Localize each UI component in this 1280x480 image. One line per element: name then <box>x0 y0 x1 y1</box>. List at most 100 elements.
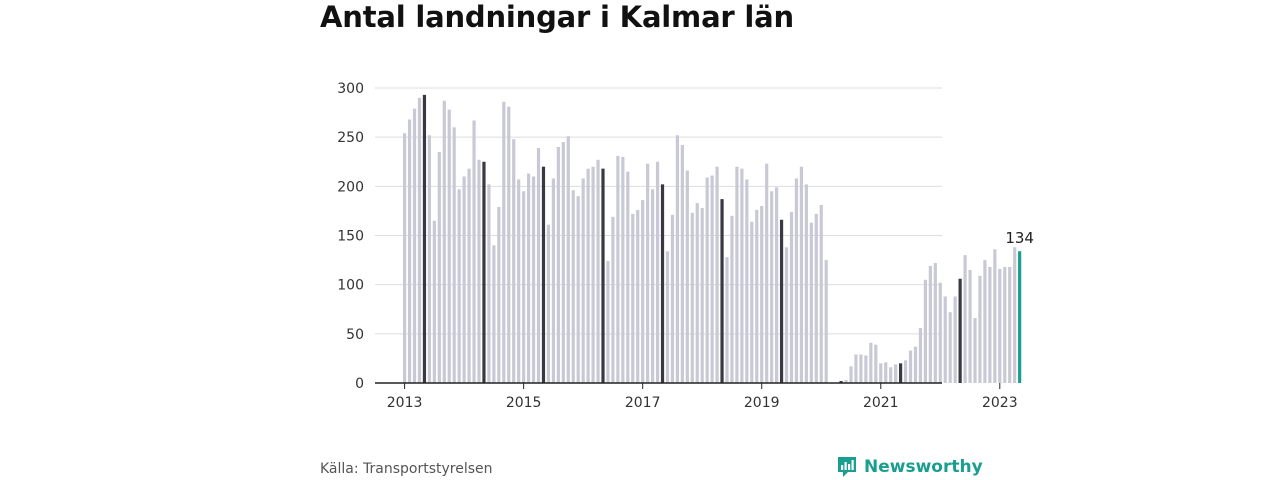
bar <box>839 381 843 383</box>
bar <box>626 171 630 383</box>
bar <box>467 168 471 383</box>
bar <box>864 355 868 383</box>
bar <box>507 106 511 384</box>
bar <box>913 346 918 383</box>
bar <box>948 312 952 383</box>
bar <box>804 184 808 383</box>
bar <box>705 177 709 383</box>
y-tick-label: 0 <box>355 376 364 392</box>
bar-chart: 0 50 100 150 200 250 300 2013 2015 2017 2019 2021 20… <box>337 81 1034 411</box>
bar <box>938 282 942 383</box>
bar <box>869 342 873 383</box>
bar <box>546 224 551 383</box>
y-tick-label: 300 <box>337 81 364 97</box>
bar <box>725 257 729 383</box>
bar <box>641 200 645 383</box>
bar <box>685 170 689 383</box>
bar <box>899 363 903 383</box>
bar <box>755 209 759 383</box>
bar <box>527 173 531 383</box>
bar <box>760 206 764 383</box>
bar <box>849 366 853 383</box>
bar <box>1008 266 1012 383</box>
bar <box>403 133 407 383</box>
bar <box>894 364 898 383</box>
x-tick-label: 2021 <box>863 395 899 411</box>
bar <box>412 108 417 384</box>
bar <box>586 168 590 383</box>
bar <box>462 176 466 383</box>
bar <box>437 151 441 383</box>
bar <box>700 207 704 383</box>
bar <box>844 380 848 383</box>
bar <box>908 350 913 383</box>
bar <box>750 221 754 383</box>
bar <box>884 362 888 383</box>
bar <box>621 156 625 383</box>
bar <box>512 139 516 383</box>
bar <box>660 184 665 383</box>
y-tick-label: 50 <box>346 327 364 343</box>
bar <box>1018 251 1022 383</box>
bar <box>978 275 982 383</box>
bar <box>655 161 660 383</box>
bar <box>770 191 774 383</box>
bar <box>636 209 640 383</box>
bar <box>958 278 962 383</box>
bar <box>442 100 446 383</box>
y-tick-label: 200 <box>337 179 364 195</box>
bar <box>824 260 828 383</box>
bar <box>675 135 679 383</box>
data-label-latest: 134 <box>1005 229 1034 247</box>
bar <box>765 163 769 383</box>
bar <box>784 247 789 383</box>
bar <box>889 367 893 383</box>
bar <box>968 269 972 383</box>
bar <box>646 163 650 383</box>
bar <box>651 189 655 383</box>
bar <box>1003 266 1007 383</box>
x-tick-label: 2017 <box>625 395 661 411</box>
bar <box>928 265 932 383</box>
bar <box>566 136 570 383</box>
bar <box>541 166 546 383</box>
bar <box>517 179 521 383</box>
bar <box>497 206 501 383</box>
y-tick-label: 100 <box>337 278 364 294</box>
bar <box>665 251 670 383</box>
bar <box>933 263 937 383</box>
bar <box>477 159 481 383</box>
bar <box>859 354 863 383</box>
bar <box>710 175 714 383</box>
bar <box>561 142 565 383</box>
y-tick-label: 150 <box>337 229 364 245</box>
x-tick-label: 2013 <box>387 395 423 411</box>
bar <box>715 166 719 383</box>
bar <box>407 119 412 383</box>
bar <box>918 327 923 383</box>
brand-name: Newsworthy <box>864 457 983 477</box>
bar <box>943 296 947 383</box>
source-note: Källa: Transportstyrelsen <box>320 461 493 477</box>
bar <box>536 147 541 383</box>
bar <box>690 212 694 383</box>
bar <box>606 261 610 383</box>
bar <box>730 215 734 383</box>
bar <box>571 190 575 383</box>
bar <box>616 155 620 383</box>
bar <box>789 211 794 383</box>
bar <box>482 161 486 383</box>
brand[interactable]: Newsworthy <box>836 455 983 479</box>
bar <box>576 196 580 383</box>
bar <box>988 266 992 383</box>
bar <box>422 94 427 383</box>
bar <box>531 176 536 383</box>
bar <box>591 166 595 383</box>
bar <box>551 178 555 383</box>
newsworthy-logo-icon <box>838 457 856 477</box>
bar <box>596 159 600 383</box>
bar <box>611 216 615 383</box>
bar <box>809 222 813 383</box>
bar <box>745 179 749 383</box>
bar <box>740 168 744 383</box>
